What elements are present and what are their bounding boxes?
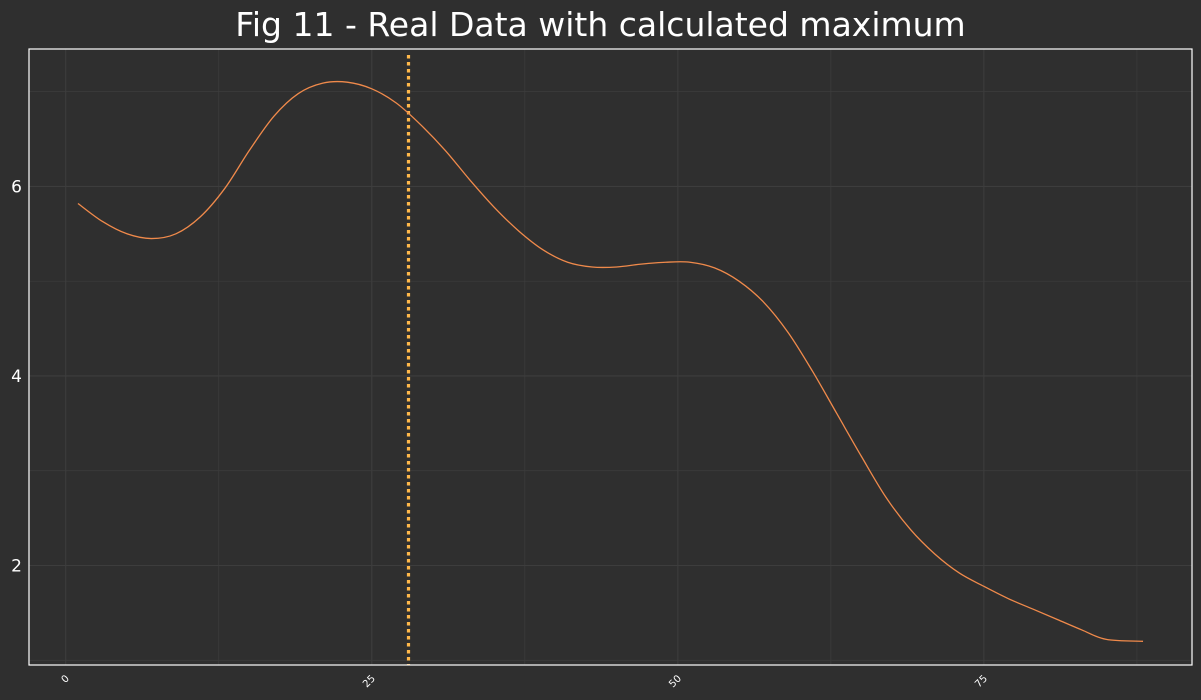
y-axis-ticks: 2 4 6 (11, 177, 22, 576)
y-tick-label: 2 (11, 556, 22, 576)
plot-background (29, 49, 1192, 665)
x-tick-label: 25 (361, 673, 378, 690)
series-line-0 (77, 80, 1144, 642)
x-tick-label: 0 (60, 673, 72, 685)
x-tick-label: 50 (667, 673, 684, 690)
y-tick-label: 6 (11, 177, 22, 197)
chart-title: Fig 11 - Real Data with calculated maxim… (235, 5, 966, 44)
plot-frame (28, 48, 1193, 666)
grid-lines (29, 49, 1192, 665)
x-axis-ticks: 0 25 50 75 (60, 673, 990, 690)
series-group (77, 80, 1144, 642)
y-tick-label: 4 (11, 367, 22, 387)
x-tick-label: 75 (973, 673, 990, 690)
